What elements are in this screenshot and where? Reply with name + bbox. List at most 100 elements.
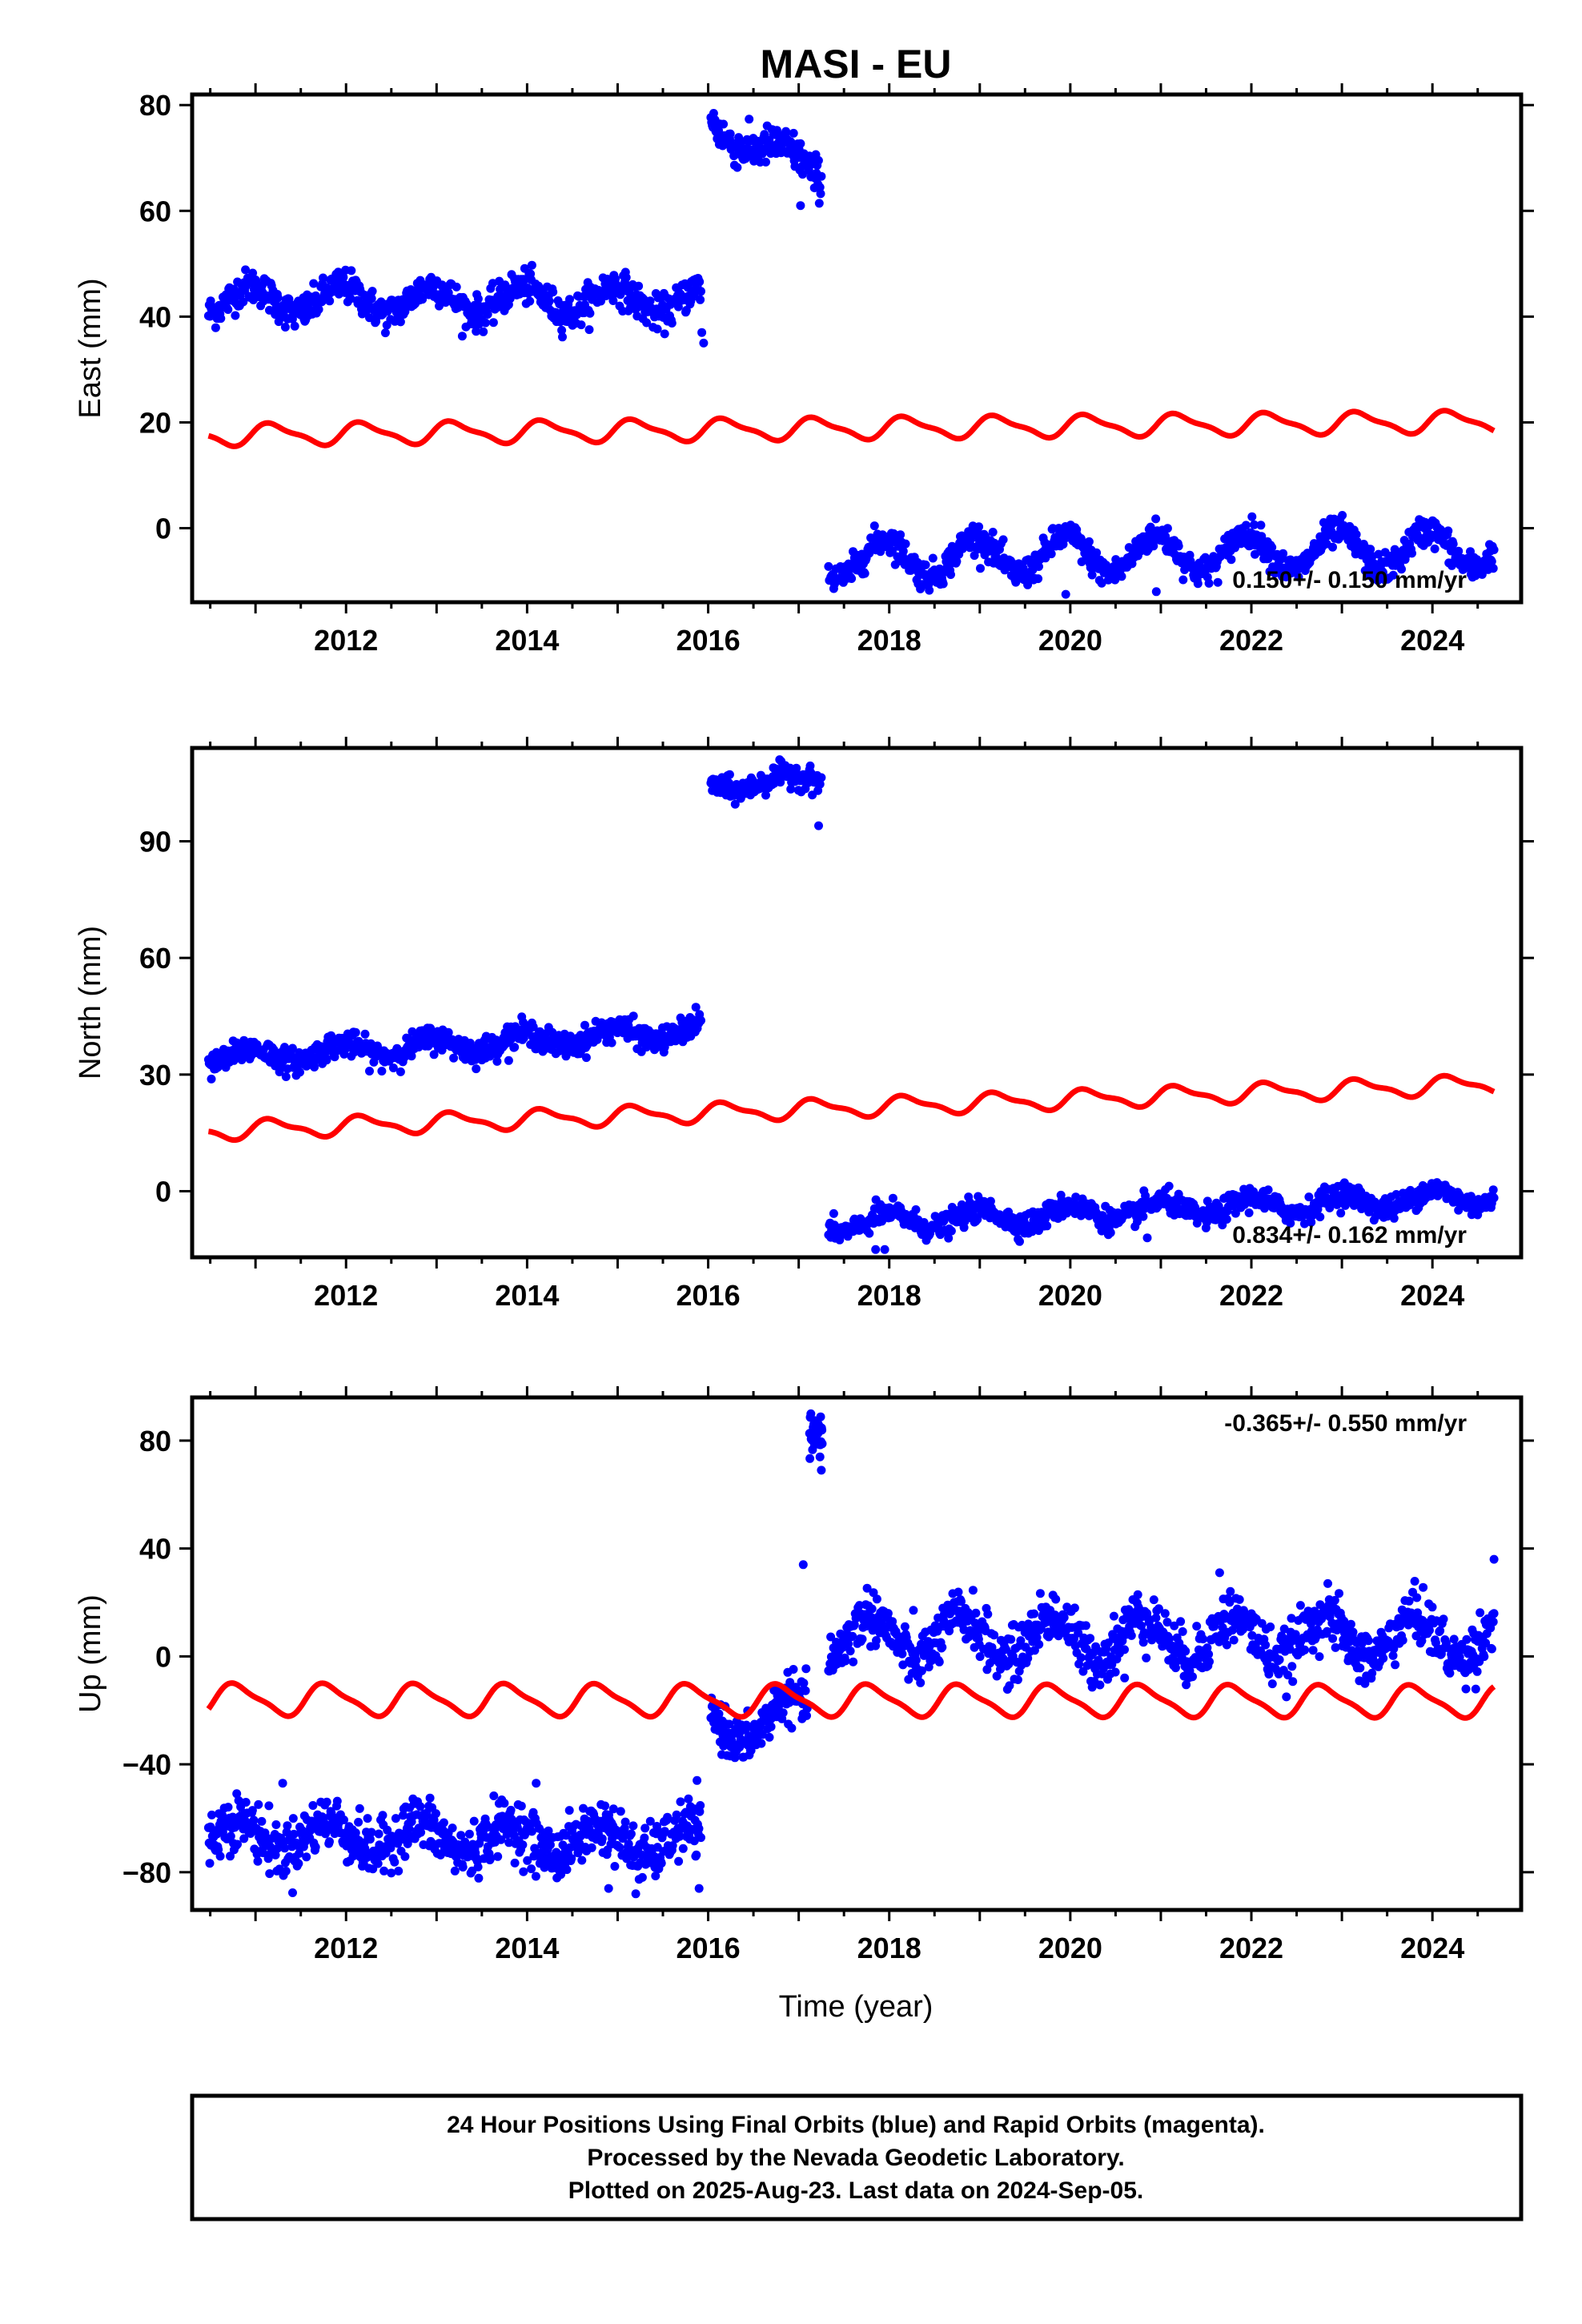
data-point [975, 1652, 985, 1662]
data-point [294, 1859, 303, 1868]
data-point [968, 1586, 978, 1595]
data-point [271, 1850, 280, 1860]
data-point [231, 311, 240, 320]
data-point [1142, 1233, 1152, 1243]
data-point [496, 1835, 506, 1844]
data-point [660, 329, 669, 339]
data-point [946, 570, 955, 579]
north-y-axis-label: North (mm) [74, 926, 107, 1080]
data-point [239, 1834, 249, 1844]
data-point [444, 1027, 453, 1037]
data-point [971, 1608, 981, 1618]
data-point [322, 1797, 331, 1807]
data-point [287, 1043, 297, 1053]
data-point [380, 328, 390, 338]
data-point [608, 1804, 618, 1814]
data-point [265, 1869, 275, 1879]
data-point [634, 281, 644, 291]
data-point [815, 183, 825, 192]
data-point [474, 1873, 484, 1883]
data-point [248, 268, 258, 278]
data-point [302, 1852, 311, 1862]
data-point [983, 1610, 993, 1619]
data-point [1077, 557, 1086, 566]
data-point [493, 1852, 503, 1861]
data-point [872, 1594, 881, 1604]
data-point [241, 265, 251, 275]
data-point [545, 1840, 555, 1850]
data-point [1391, 1190, 1401, 1199]
data-point [1070, 1603, 1079, 1613]
data-point [921, 560, 930, 569]
data-point [295, 1848, 304, 1858]
data-point [1151, 514, 1161, 524]
data-point [973, 1215, 982, 1224]
data-point [672, 1810, 681, 1819]
data-point [1349, 1200, 1359, 1210]
data-point [667, 319, 677, 328]
data-point [577, 1856, 587, 1865]
data-point [584, 325, 594, 335]
data-point [1032, 1633, 1042, 1642]
data-point [696, 295, 705, 304]
data-point [841, 1656, 850, 1666]
data-point [693, 1775, 702, 1785]
data-point [1046, 549, 1056, 559]
data-point [1487, 557, 1496, 566]
data-point [668, 1841, 677, 1851]
data-point [1138, 1212, 1148, 1221]
data-point [264, 1801, 274, 1811]
data-point [365, 313, 374, 323]
data-point [365, 1835, 375, 1844]
data-point [365, 1067, 374, 1076]
data-point [628, 1011, 638, 1021]
data-point [510, 1858, 520, 1868]
data-point [425, 1793, 435, 1803]
data-point [1201, 553, 1210, 562]
north-plot-area [203, 755, 1499, 1254]
data-point [1071, 1192, 1081, 1202]
data-point [516, 1801, 526, 1811]
data-point [816, 1412, 825, 1421]
data-point [872, 1636, 881, 1645]
data-point [1024, 1619, 1033, 1629]
data-point [1227, 555, 1236, 565]
data-point [725, 1719, 734, 1729]
data-point [399, 1811, 408, 1820]
data-point [226, 1852, 235, 1861]
data-point [869, 521, 879, 531]
data-point [489, 1791, 499, 1800]
data-point [390, 1857, 400, 1867]
data-point [1146, 522, 1155, 532]
data-point [314, 304, 323, 314]
data-point [233, 1839, 242, 1849]
data-point [226, 1831, 235, 1841]
data-point [1448, 539, 1458, 549]
data-point [325, 1837, 334, 1847]
data-point [479, 327, 488, 336]
data-point [448, 1823, 457, 1833]
data-point [223, 1803, 233, 1812]
data-point [796, 139, 805, 148]
data-point [678, 1844, 688, 1853]
data-point [1304, 1192, 1314, 1202]
data-point [1015, 1236, 1024, 1246]
data-point [1263, 1185, 1273, 1195]
data-point [567, 1854, 576, 1864]
data-point [1250, 520, 1259, 529]
east-rate-label: 0.150+/- 0.150 mm/yr [1232, 567, 1467, 593]
data-point [565, 295, 574, 304]
data-point [699, 338, 709, 348]
data-point [974, 522, 984, 532]
data-point [789, 128, 798, 138]
data-point [597, 1834, 607, 1844]
data-point [745, 115, 754, 124]
data-point [214, 1845, 223, 1855]
data-point [778, 1708, 788, 1718]
x-tick-label: 2014 [495, 1279, 559, 1312]
data-point [814, 199, 824, 208]
data-point [271, 1820, 281, 1829]
data-point [1030, 1609, 1039, 1618]
y-tick-label: 0 [155, 1175, 171, 1208]
